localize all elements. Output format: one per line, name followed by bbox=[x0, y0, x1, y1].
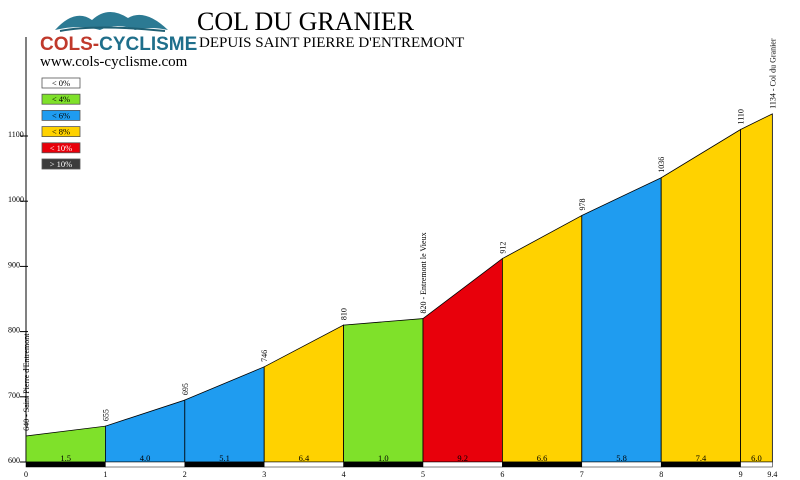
segment-gradient-label: 7.4 bbox=[696, 453, 707, 463]
legend-swatch bbox=[41, 93, 81, 105]
profile-segment bbox=[263, 324, 345, 463]
segment-gradient-label: 6.6 bbox=[537, 453, 548, 463]
profile-segment bbox=[581, 177, 662, 463]
legend-label: < 0% bbox=[52, 78, 70, 88]
segment-gradient-label: 1.0 bbox=[378, 453, 389, 463]
page-subtitle: DEPUIS SAINT PIERRE D'ENTREMONT bbox=[199, 35, 464, 51]
segment-gradient-label: 9.2 bbox=[457, 453, 468, 463]
altitude-label: 1134 - Col du Granier bbox=[768, 38, 777, 109]
x-tick-label: 0 bbox=[24, 470, 28, 479]
x-tick-label: 9.4 bbox=[767, 470, 777, 479]
x-tick-label: 5 bbox=[421, 470, 425, 479]
altitude-label: 695 bbox=[181, 383, 190, 395]
x-tick-label: 8 bbox=[659, 470, 663, 479]
km-bar: 1.5 4.0 5.1 6.4 1.0 9.2 6.6 5.8 7.4 6.0 bbox=[25, 453, 773, 468]
gradient-legend: < 0% < 4% < 6% < 8% < 10% > 10% bbox=[41, 77, 81, 170]
segment-gradient-label: 5.1 bbox=[219, 453, 230, 463]
legend-swatch bbox=[41, 158, 81, 170]
y-tick-label: 800 bbox=[8, 326, 20, 335]
altitude-label: 978 bbox=[578, 199, 587, 211]
profile-segment bbox=[660, 128, 741, 463]
y-tick-label: 700 bbox=[8, 391, 20, 400]
y-tick-label: 600 bbox=[8, 456, 20, 465]
logo: COLS-CYCLISME bbox=[40, 11, 197, 55]
legend-label: < 8% bbox=[52, 127, 70, 137]
y-tick-label: 900 bbox=[8, 260, 20, 269]
segment-gradient-label: 4.0 bbox=[140, 453, 151, 463]
segment-gradient-label: 6.0 bbox=[751, 453, 762, 463]
legend-label: > 10% bbox=[50, 159, 73, 169]
segment-gradient-label: 1.5 bbox=[60, 453, 71, 463]
logo-part2: CYCLISME bbox=[99, 34, 197, 55]
km-bar-segment bbox=[740, 461, 773, 468]
profile-segment bbox=[740, 113, 773, 463]
legend-swatch bbox=[41, 142, 81, 154]
altitude-label: 810 bbox=[340, 308, 349, 320]
x-tick-label: 7 bbox=[580, 470, 584, 479]
profile-segment bbox=[501, 214, 583, 463]
profile-segment bbox=[184, 366, 265, 463]
altitude-label: 746 bbox=[260, 350, 269, 362]
y-tick-label: 1100 bbox=[8, 130, 24, 139]
legend-label: < 4% bbox=[52, 94, 70, 104]
mountain-logo-icon bbox=[55, 11, 168, 30]
x-tick-label: 2 bbox=[183, 470, 187, 479]
x-tick-label: 1 bbox=[103, 470, 107, 479]
altitude-label: 820 - Entremont le Vieux bbox=[419, 232, 428, 313]
page-title: COL DU GRANIER bbox=[197, 7, 415, 36]
x-tick-label: 4 bbox=[342, 470, 346, 479]
website-link[interactable]: www.cols-cyclisme.com bbox=[40, 54, 188, 70]
x-tick-label: 9 bbox=[739, 470, 743, 479]
altitude-labels: 640 - Saint Pierre d'Entremont 655 695 746 8… bbox=[22, 38, 777, 431]
legend-swatch bbox=[41, 77, 81, 89]
profile-segment bbox=[422, 257, 503, 463]
logo-text: COLS-CYCLISME bbox=[40, 34, 197, 55]
altitude-label: 912 bbox=[498, 242, 507, 254]
altitude-label: 655 bbox=[101, 409, 110, 421]
legend-swatch bbox=[41, 126, 81, 137]
profile-segment bbox=[343, 318, 424, 463]
legend-swatch bbox=[41, 110, 81, 121]
legend-label: < 6% bbox=[52, 110, 70, 120]
altitude-label: 1036 bbox=[657, 157, 666, 173]
x-tick-label: 3 bbox=[262, 470, 266, 479]
legend-label: < 10% bbox=[50, 143, 73, 153]
profile-segments bbox=[25, 113, 773, 463]
x-axis: 0 1 2 3 4 5 6 7 8 9 9.4 bbox=[24, 470, 777, 479]
altitude-label: 640 - Saint Pierre d'Entremont bbox=[22, 333, 31, 431]
x-tick-label: 6 bbox=[500, 470, 504, 479]
altitude-label: 1110 bbox=[737, 109, 746, 124]
logo-part1: COLS- bbox=[40, 34, 99, 55]
segment-gradient-label: 5.8 bbox=[616, 453, 627, 463]
segment-gradient-label: 6.4 bbox=[299, 453, 310, 463]
y-tick-label: 1000 bbox=[8, 195, 24, 204]
